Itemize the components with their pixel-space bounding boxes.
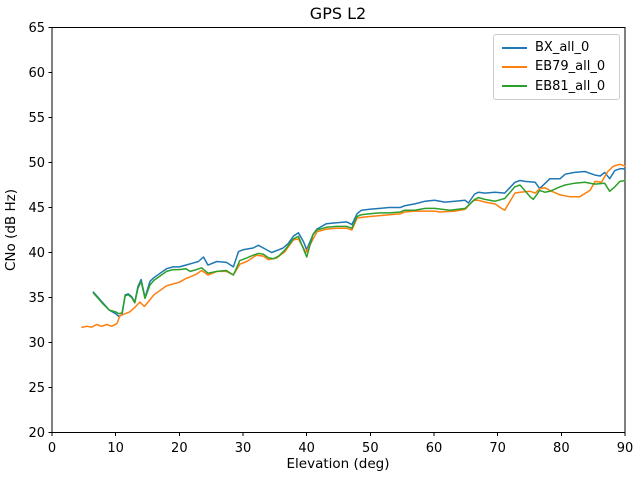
legend: BX_all_0 EB79_all_0 EB81_all_0 xyxy=(493,34,620,100)
x-tick-label: 30 xyxy=(235,441,252,456)
y-tick-label: 50 xyxy=(28,156,45,171)
x-tick-label: 10 xyxy=(107,441,124,456)
y-axis-label: CNo (dB Hz) xyxy=(3,189,19,271)
y-tick-label: 45 xyxy=(28,201,45,216)
legend-line-swatch-blue xyxy=(502,46,527,49)
y-tick-label: 30 xyxy=(28,336,45,351)
x-tick-label: 70 xyxy=(489,441,506,456)
y-tick-label: 40 xyxy=(28,246,45,261)
y-tick-label: 35 xyxy=(28,291,45,306)
x-tick-label: 90 xyxy=(617,441,634,456)
axes-spines xyxy=(51,27,626,433)
legend-label: EB79_all_0 xyxy=(535,59,606,75)
series-line-EB79_all_0 xyxy=(81,163,626,328)
legend-line-swatch-orange xyxy=(502,65,527,68)
legend-item: EB81_all_0 xyxy=(502,80,611,93)
y-tick-label: 20 xyxy=(28,426,45,441)
y-tick-label: 25 xyxy=(28,381,45,396)
x-tick-label: 40 xyxy=(298,441,315,456)
y-tick-label: 55 xyxy=(28,111,45,126)
x-tick-label: 60 xyxy=(426,441,443,456)
x-axis-label: Elevation (deg) xyxy=(286,456,390,472)
legend-line-swatch-green xyxy=(502,85,527,88)
legend-label: EB81_all_0 xyxy=(535,78,606,94)
y-tick-label: 60 xyxy=(28,66,45,81)
chart-title: GPS L2 xyxy=(309,4,367,23)
x-tick-label: 80 xyxy=(553,441,570,456)
legend-label: BX_all_0 xyxy=(535,40,590,56)
legend-item: BX_all_0 xyxy=(502,41,611,54)
x-tick-label: 20 xyxy=(171,441,188,456)
x-tick-label: 50 xyxy=(362,441,379,456)
y-tick-label: 65 xyxy=(28,21,45,36)
series-line-EB81_all_0 xyxy=(92,179,626,315)
series-line-BX_all_0 xyxy=(92,168,626,318)
legend-item: EB79_all_0 xyxy=(502,60,611,73)
x-tick-label: 0 xyxy=(48,441,56,456)
